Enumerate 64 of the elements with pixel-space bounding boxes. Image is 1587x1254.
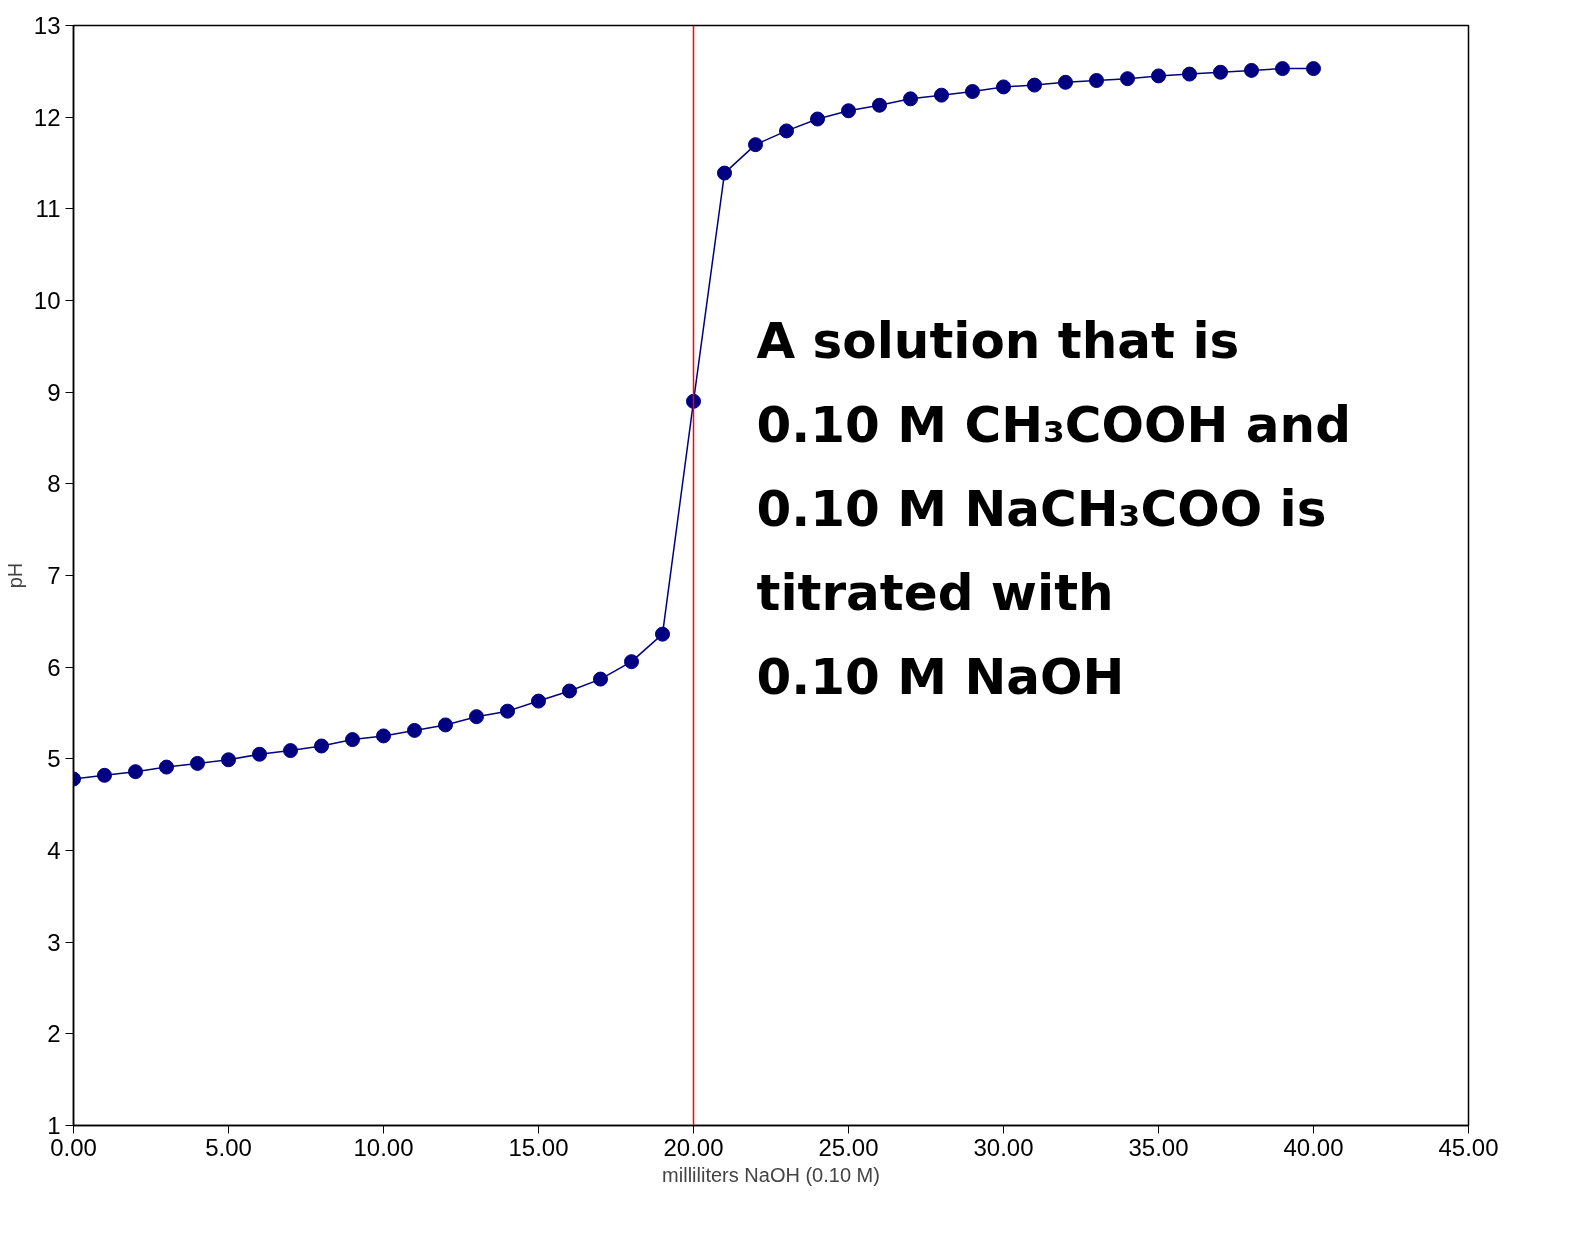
x-tick-label: 5.00	[205, 1133, 252, 1161]
point	[500, 703, 515, 719]
point	[1244, 62, 1259, 78]
x-tick-label: 25.00	[818, 1133, 879, 1161]
y-tick-label: 5	[47, 745, 61, 773]
point	[1151, 68, 1166, 84]
x-tick-label: 30.00	[973, 1133, 1034, 1161]
y-axis-title: pH	[3, 562, 26, 589]
point	[1027, 77, 1042, 93]
y-tick-label: 7	[47, 562, 61, 589]
point	[748, 137, 763, 153]
point	[283, 743, 298, 759]
point	[1213, 64, 1228, 80]
point	[655, 626, 670, 642]
point	[965, 84, 980, 99]
point	[407, 722, 422, 738]
point	[810, 111, 825, 127]
x-tick-label: 20.00	[663, 1133, 724, 1161]
x-tick-label: 15.00	[508, 1133, 569, 1161]
point	[1120, 71, 1135, 87]
point	[624, 654, 639, 670]
point	[438, 717, 453, 733]
y-tick-label: 2	[47, 1020, 61, 1048]
point	[686, 393, 701, 409]
y-tick-label: 10	[33, 287, 61, 314]
point	[1058, 74, 1073, 90]
x-tick-label: 10.00	[353, 1133, 414, 1161]
x-tick-label: 40.00	[1283, 1133, 1344, 1161]
point	[1275, 61, 1290, 77]
y-tick-label: 11	[35, 195, 61, 223]
y-tick-label: 8	[47, 470, 61, 498]
point	[1306, 61, 1321, 77]
point	[996, 79, 1011, 95]
point	[562, 683, 577, 699]
point	[903, 91, 918, 107]
point	[593, 671, 608, 687]
annotation: A solution that is 0.10 M CH₃COOH and 0.10 M NaCH₃COO is titrated with 0.10 M NaOH	[756, 311, 1351, 706]
point	[345, 732, 360, 748]
point	[841, 103, 856, 119]
point	[159, 759, 174, 775]
x-tick-label: 35.00	[1128, 1133, 1189, 1161]
point	[190, 755, 205, 771]
point	[1182, 66, 1197, 82]
point	[717, 165, 732, 181]
y-tick-label: 12	[33, 103, 61, 131]
point	[934, 87, 949, 103]
point	[376, 728, 391, 744]
y-tick-label: 6	[47, 653, 61, 681]
y-tick-label: 3	[47, 928, 61, 956]
point	[252, 746, 267, 762]
y-tick-label: 9	[47, 378, 61, 406]
point	[314, 738, 329, 754]
y-tick-label: 13	[33, 12, 61, 39]
point	[97, 767, 112, 783]
x-tick-label: 45.00	[1438, 1133, 1499, 1161]
point	[779, 123, 794, 139]
point	[128, 764, 143, 780]
point	[469, 709, 484, 725]
point	[872, 97, 887, 113]
x-axis-title: milliliters NaOH (0.10 M)	[662, 1163, 880, 1186]
y-tick-label: 4	[47, 837, 61, 864]
point	[221, 752, 236, 768]
point	[531, 693, 546, 709]
point	[1089, 73, 1104, 88]
